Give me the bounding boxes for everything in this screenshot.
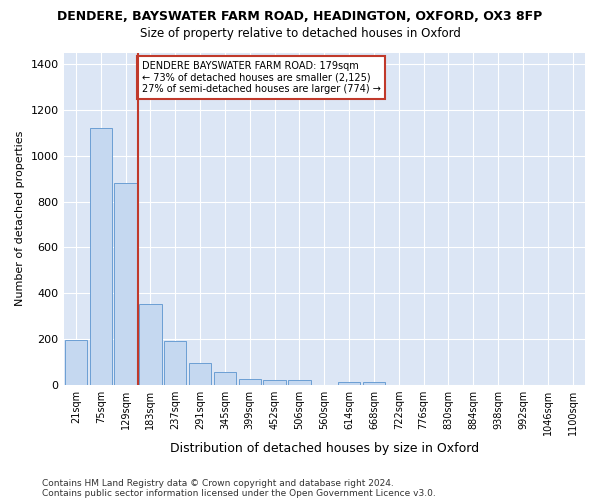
Bar bbox=[214, 372, 236, 385]
Bar bbox=[338, 382, 360, 385]
Bar bbox=[189, 362, 211, 385]
Bar bbox=[263, 380, 286, 385]
Bar bbox=[239, 379, 261, 385]
Text: Size of property relative to detached houses in Oxford: Size of property relative to detached ho… bbox=[140, 28, 460, 40]
Text: Contains public sector information licensed under the Open Government Licence v3: Contains public sector information licen… bbox=[42, 488, 436, 498]
X-axis label: Distribution of detached houses by size in Oxford: Distribution of detached houses by size … bbox=[170, 442, 479, 455]
Bar bbox=[164, 340, 187, 385]
Bar bbox=[65, 340, 87, 385]
Text: DENDERE, BAYSWATER FARM ROAD, HEADINGTON, OXFORD, OX3 8FP: DENDERE, BAYSWATER FARM ROAD, HEADINGTON… bbox=[58, 10, 542, 23]
Y-axis label: Number of detached properties: Number of detached properties bbox=[15, 131, 25, 306]
Bar bbox=[288, 380, 311, 385]
Text: Contains HM Land Registry data © Crown copyright and database right 2024.: Contains HM Land Registry data © Crown c… bbox=[42, 478, 394, 488]
Bar bbox=[139, 304, 161, 385]
Bar bbox=[363, 382, 385, 385]
Text: DENDERE BAYSWATER FARM ROAD: 179sqm
← 73% of detached houses are smaller (2,125): DENDERE BAYSWATER FARM ROAD: 179sqm ← 73… bbox=[142, 60, 380, 94]
Bar bbox=[115, 183, 137, 385]
Bar bbox=[89, 128, 112, 385]
